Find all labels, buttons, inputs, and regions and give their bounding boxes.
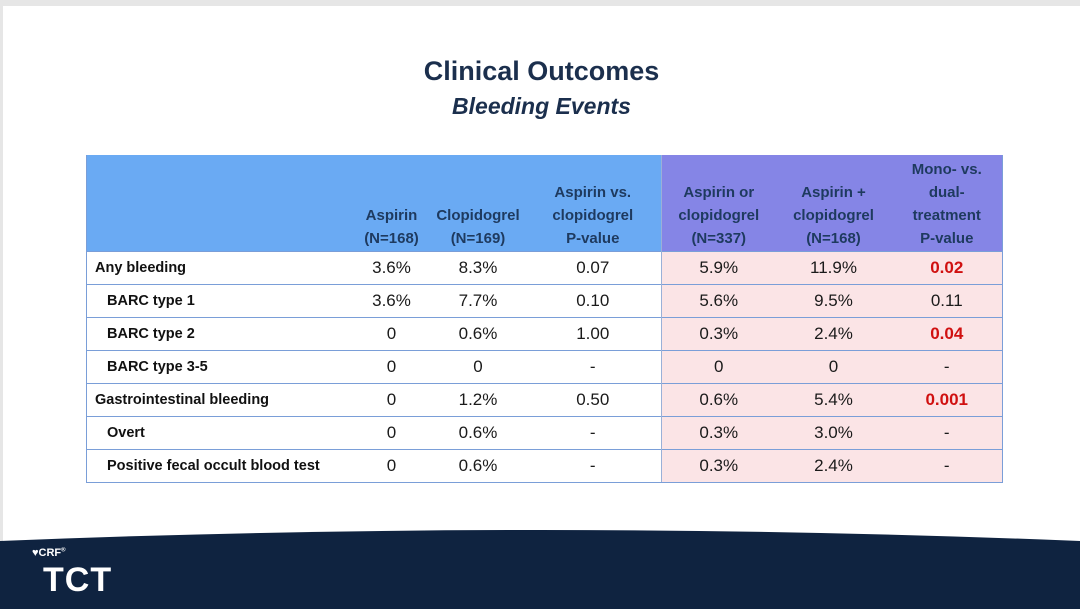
table-cell: - xyxy=(524,350,662,384)
slide: Clinical Outcomes Bleeding Events Aspiri… xyxy=(3,6,1080,609)
table-cell: 1.00 xyxy=(524,317,662,351)
column-header-line: Aspirin vs. xyxy=(554,184,632,201)
column-header-line: (N=337) xyxy=(691,230,747,247)
column-header-line: dual- xyxy=(928,184,965,201)
table-row: BARC type 2 0 0.6% 1.00 0.3% 2.4% 0.04 xyxy=(86,317,1003,351)
table-cell: - xyxy=(891,449,1003,483)
slide-subtitle: Bleeding Events xyxy=(452,93,631,119)
table-row: BARC type 3-5 0 0-0 0- xyxy=(86,350,1003,384)
header-blank-cell xyxy=(86,155,352,252)
table-cell: 5.9% xyxy=(661,251,776,285)
column-header-3: Aspirin vs. clopidogrel P-value xyxy=(524,155,662,252)
table-cell: 0 xyxy=(775,350,892,384)
table-body: Any bleeding 3.6% 8.3% 0.07 5.9% 11.9% 0.02 BAR… xyxy=(86,251,1003,483)
table-cell: 0.001 xyxy=(891,383,1003,417)
table-cell: 5.6% xyxy=(661,284,776,318)
table-row: Gastrointestinal bleeding 0 1.2% 0.50 0.6% 5.… xyxy=(86,383,1003,417)
column-header-line: clopidogrel xyxy=(793,207,874,224)
table-cell: 0.3% xyxy=(661,416,776,450)
row-label: Positive fecal occult blood test xyxy=(86,449,352,483)
column-header-line: treatment xyxy=(912,207,981,224)
table-cell: - xyxy=(524,449,662,483)
column-header-line: (N=168) xyxy=(364,230,419,247)
heart-icon: ♥ xyxy=(32,547,39,559)
table-cell: - xyxy=(891,416,1003,450)
table-cell: 0.07 xyxy=(524,251,662,285)
table-cell: - xyxy=(524,416,662,450)
table-cell: 0 xyxy=(351,416,432,450)
table-row: Overt 0 0.6% -0.3% 3.0% - xyxy=(86,416,1003,450)
table-cell: 0.11 xyxy=(891,284,1003,318)
table-row: Positive fecal occult blood test 0 0.6% -0.… xyxy=(86,449,1003,483)
column-header-line: Aspirin + xyxy=(801,184,866,201)
table-row: Any bleeding 3.6% 8.3% 0.07 5.9% 11.9% 0.02 xyxy=(86,251,1003,285)
table-cell: 0 xyxy=(661,350,776,384)
column-header-line: P-value xyxy=(566,230,620,247)
table-cell: 0.04 xyxy=(891,317,1003,351)
row-label: BARC type 1 xyxy=(86,284,352,318)
table-cell: 2.4% xyxy=(775,449,892,483)
table-cell: 0 xyxy=(351,383,432,417)
table-cell: 0.6% xyxy=(431,416,525,450)
table-cell: 11.9% xyxy=(775,251,892,285)
row-label: BARC type 2 xyxy=(86,317,352,351)
table-cell: 3.6% xyxy=(351,284,432,318)
column-header-line: (N=168) xyxy=(806,230,861,247)
row-label: Overt xyxy=(86,416,352,450)
table-cell: 2.4% xyxy=(775,317,892,351)
table-cell: - xyxy=(891,350,1003,384)
crf-logo: ♥CRF® xyxy=(32,547,66,559)
table-cell: 1.2% xyxy=(431,383,525,417)
table-cell: 3.0% xyxy=(775,416,892,450)
column-header-5: Aspirin + clopidogrel (N=168) xyxy=(775,155,892,252)
table-cell: 0 xyxy=(351,449,432,483)
table-cell: 0.6% xyxy=(431,449,525,483)
table-cell: 0.3% xyxy=(661,449,776,483)
row-label: Gastrointestinal bleeding xyxy=(86,383,352,417)
tct-logo: TCT xyxy=(43,561,113,599)
slide-title: Clinical Outcomes xyxy=(423,56,660,86)
footer-band xyxy=(0,530,1080,609)
column-header-line: (N=169) xyxy=(450,230,506,247)
table-cell: 7.7% xyxy=(431,284,525,318)
row-label: BARC type 3-5 xyxy=(86,350,352,384)
table-cell: 0.50 xyxy=(524,383,662,417)
column-header-line: Aspirin xyxy=(365,207,418,224)
column-header-line: Clopidogrel xyxy=(436,207,520,224)
row-label: Any bleeding xyxy=(86,251,352,285)
table-cell: 0 xyxy=(351,350,432,384)
column-header-line: Mono- vs. xyxy=(911,161,982,178)
column-header-6: Mono- vs. dual-treatment P-value xyxy=(891,155,1003,252)
table-cell: 0 xyxy=(431,350,525,384)
table-cell: 0.6% xyxy=(661,383,776,417)
column-header-2: Clopidogrel (N=169) xyxy=(431,155,525,252)
table-cell: 0.02 xyxy=(891,251,1003,285)
table-cell: 0.10 xyxy=(524,284,662,318)
table-cell: 0.3% xyxy=(661,317,776,351)
crf-logo-text: CRF xyxy=(38,547,62,559)
table-cell: 3.6% xyxy=(351,251,432,285)
table-header-row: Aspirin (N=168) Clopidogrel (N=169) Aspirin … xyxy=(86,155,1003,252)
table-cell: 5.4% xyxy=(775,383,892,417)
table-cell: 0 xyxy=(351,317,432,351)
bleeding-events-table: Aspirin (N=168) Clopidogrel (N=169) Aspirin … xyxy=(86,155,1003,483)
table-row: BARC type 1 3.6% 7.7% 0.10 5.6% 9.5% 0.11 xyxy=(86,284,1003,318)
column-header-1: Aspirin (N=168) xyxy=(351,155,432,252)
table-cell: 8.3% xyxy=(431,251,525,285)
column-header-line: P-value xyxy=(920,230,974,247)
column-header-4: Aspirin or clopidogrel (N=337) xyxy=(661,155,776,252)
table-cell: 9.5% xyxy=(775,284,892,318)
table-cell: 0.6% xyxy=(431,317,525,351)
column-header-line: Aspirin or xyxy=(683,184,755,201)
column-header-line: clopidogrel xyxy=(552,207,634,224)
column-header-line: clopidogrel xyxy=(678,207,760,224)
